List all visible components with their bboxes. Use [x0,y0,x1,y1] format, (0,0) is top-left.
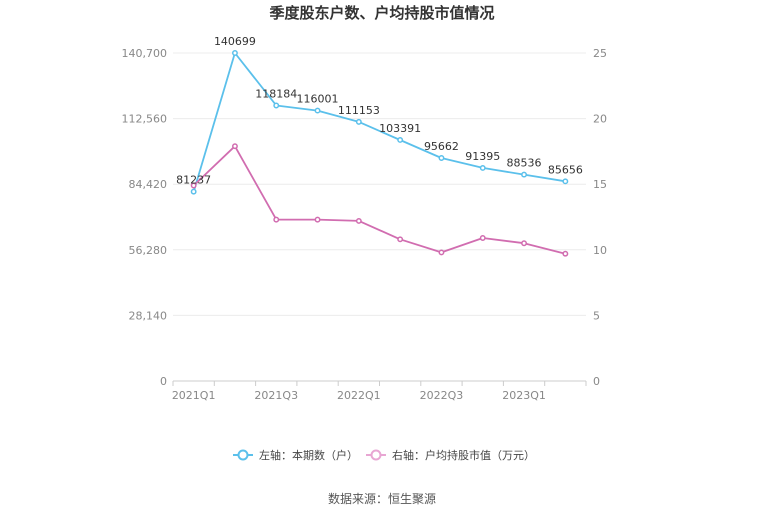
series-point-1 [273,216,280,223]
left-tick-label: 112,560 [122,113,168,126]
series-point-0 [479,164,486,171]
legend-label: 左轴：本期数（户） [259,448,358,462]
series-point-1 [397,236,404,243]
series-line-0 [192,52,566,192]
data-label: 118184 [255,87,297,100]
x-tick-label: 2021Q3 [254,389,298,402]
data-label: 95662 [424,140,459,153]
data-label: 103391 [379,122,421,135]
series-point-0 [190,188,197,195]
source-note: 数据来源：恒生聚源 [328,491,436,506]
series-point-1 [438,249,445,256]
series-point-0 [355,118,362,125]
right-tick-label: 15 [593,178,607,191]
legend-item-left-axis[interactable]: 左轴：本期数（户） [233,448,358,462]
right-tick-label: 25 [593,47,607,60]
left-tick-label: 0 [160,375,167,388]
series-point-1 [355,217,362,224]
series-point-1 [562,250,569,257]
right-tick-label: 10 [593,244,607,257]
chart-title: 季度股东户数、户均持股市值情况 [269,4,494,22]
series-point-0 [438,155,445,161]
series-point-0 [397,137,404,143]
left-tick-label: 56,280 [129,244,168,257]
series-line-1 [193,145,566,255]
data-label: 88536 [507,157,542,170]
series-point-1 [232,143,238,150]
x-tick-label: 2022Q1 [337,389,381,402]
series-point-1 [479,235,486,241]
series-layer [190,50,569,257]
right-tick-label: 0 [593,375,600,388]
series-point-0 [562,178,569,185]
left-tick-label: 84,420 [129,178,168,191]
x-axis: 2021Q1 2021Q3 2022Q1 2022Q3 2023Q1 [172,381,587,402]
series-point-0 [273,102,280,109]
series-point-1 [314,216,321,223]
x-tick-label: 2022Q3 [420,389,464,402]
series-point-1 [190,182,197,189]
legend-marker-icon [370,449,382,461]
legend-marker-icon [237,449,249,461]
legend-item-right-axis[interactable]: 右轴：户均持股市值（万元） [366,448,535,462]
legend[interactable]: 左轴：本期数（户） 右轴：户均持股市值（万元） [233,448,535,462]
series-point-1 [521,240,527,247]
series-point-0 [521,171,527,178]
left-axis: 0 28,140 56,280 84,420 112,560 140,700 [122,47,168,388]
data-label: 91395 [465,150,500,163]
right-tick-label: 5 [593,309,600,322]
series-point-0 [314,107,321,114]
grid-lines [173,52,586,382]
right-axis: 0 5 10 15 20 25 [593,47,607,388]
data-label: 116001 [297,93,339,106]
data-label: 111153 [338,104,380,117]
right-tick-label: 20 [593,113,607,126]
series-point-0 [232,50,238,56]
data-label: 85656 [548,163,583,176]
x-tick-label: 2023Q1 [502,389,546,402]
x-tick-label: 2021Q1 [172,389,216,402]
legend-label: 右轴：户均持股市值（万元） [392,448,535,462]
data-label: 81237 [176,174,211,187]
data-label: 140699 [214,35,256,48]
left-tick-label: 140,700 [122,47,168,60]
left-tick-label: 28,140 [129,309,168,322]
